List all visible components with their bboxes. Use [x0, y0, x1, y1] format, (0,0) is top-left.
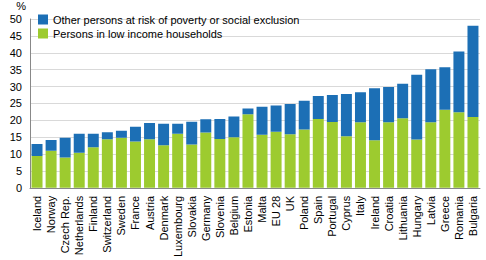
svg-text:Czech Rep.: Czech Rep. [59, 196, 71, 253]
svg-text:Lithuania: Lithuania [397, 195, 409, 241]
svg-text:%: % [16, 0, 26, 12]
svg-text:Austria: Austria [144, 195, 156, 230]
svg-text:45: 45 [10, 30, 22, 42]
svg-text:France: France [129, 196, 141, 230]
svg-text:Bulgaria: Bulgaria [467, 195, 479, 236]
svg-text:50: 50 [10, 13, 22, 25]
svg-text:Romania: Romania [453, 195, 465, 240]
svg-text:30: 30 [10, 81, 22, 93]
svg-text:Germany: Germany [200, 195, 212, 241]
svg-text:Belgium: Belgium [228, 196, 240, 236]
svg-text:Iceland: Iceland [31, 196, 43, 231]
svg-text:Cyprus: Cyprus [340, 195, 352, 230]
svg-text:Greece: Greece [439, 196, 451, 232]
svg-text:Italy: Italy [354, 195, 366, 216]
svg-text:Norway: Norway [45, 195, 57, 233]
svg-text:35: 35 [10, 64, 22, 76]
svg-text:5: 5 [16, 165, 22, 177]
svg-text:20: 20 [10, 114, 22, 126]
svg-text:Croatia: Croatia [383, 195, 395, 231]
svg-text:Latvia: Latvia [425, 195, 437, 225]
svg-text:25: 25 [10, 97, 22, 109]
svg-text:15: 15 [10, 131, 22, 143]
svg-text:Portugal: Portugal [326, 196, 338, 237]
svg-text:Netherlands: Netherlands [73, 195, 85, 255]
svg-text:Sweden: Sweden [115, 196, 127, 236]
svg-text:UK: UK [284, 195, 296, 211]
svg-text:Spain: Spain [312, 196, 324, 224]
svg-text:0: 0 [16, 182, 22, 194]
svg-text:Slovenia: Slovenia [214, 195, 226, 238]
svg-text:Hungary: Hungary [411, 195, 423, 237]
svg-text:Switzerland: Switzerland [101, 196, 113, 253]
svg-text:Malta: Malta [256, 195, 268, 223]
svg-text:Luxembourg: Luxembourg [172, 196, 184, 257]
svg-text:Other persons at risk of pover: Other persons at risk of poverty or soci… [53, 14, 299, 26]
svg-text:Ireland: Ireland [369, 196, 381, 230]
svg-text:Finland: Finland [87, 196, 99, 232]
svg-text:Denmark: Denmark [158, 195, 170, 240]
svg-text:Persons in low income househol: Persons in low income households [53, 28, 223, 40]
svg-text:EU 28: EU 28 [270, 196, 282, 227]
svg-text:Estonia: Estonia [242, 195, 254, 233]
svg-text:Poland: Poland [298, 196, 310, 230]
svg-text:40: 40 [10, 47, 22, 59]
svg-text:10: 10 [10, 148, 22, 160]
svg-text:Slovakia: Slovakia [186, 195, 198, 237]
